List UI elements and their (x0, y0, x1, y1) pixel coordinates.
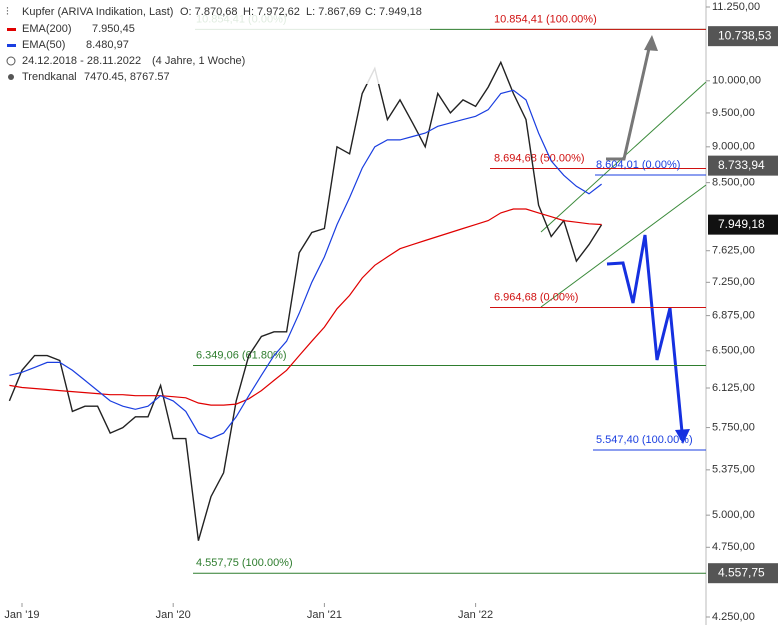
date-range: 24.12.2018 - 28.11.2022 (22, 55, 141, 67)
blue-arrow (606, 234, 690, 444)
y-tick-label: 6.875,00 (712, 310, 755, 322)
price-box (708, 26, 778, 47)
x-tick-label: Jan '22 (458, 609, 493, 621)
level-label: 10.854,41 (100.00%) (494, 13, 597, 25)
ohlc: C: 7.949,18 (365, 6, 422, 18)
level-label: 4.557,75 (100.00%) (196, 557, 293, 569)
y-tick-label: 5.375,00 (712, 464, 755, 476)
plot: 11.250,00 10.000,00 9.500,00 9.000,00 8.500,… (4, 1, 761, 623)
price-label: 7.949,18 (718, 217, 765, 231)
y-tick-label: 8.500,00 (712, 177, 755, 189)
channel-icon (8, 74, 14, 80)
y-tick-label: 6.500,00 (712, 345, 755, 357)
legend-value: 8.480,97 (86, 39, 129, 51)
duration: (4 Jahre, 1 Woche) (152, 55, 245, 67)
y-tick-label: 4.750,00 (712, 541, 755, 553)
level-label: 8.694,68 (50.00%) (494, 152, 585, 164)
y-tick-label: 5.000,00 (712, 509, 755, 521)
ohlc: L: 7.867,69 (306, 6, 361, 18)
x-tick-label: Jan '19 (4, 609, 39, 621)
grey-arrow (606, 35, 658, 161)
header-bg (0, 2, 430, 84)
chart-title: Kupfer (ARIVA Indikation, Last) (22, 6, 173, 18)
legend-swatch (7, 28, 16, 31)
ohlc: H: 7.972,62 (243, 6, 300, 18)
channel-lower (540, 184, 707, 308)
y-tick-label: 11.250,00 (712, 1, 760, 13)
y-tick-label: 7.250,00 (712, 276, 755, 288)
y-tick-label: 6.125,00 (712, 382, 755, 394)
legend-label: EMA(50) (22, 39, 65, 51)
y-tick-label: 7.625,00 (712, 245, 755, 257)
level-label: 6.964,68 (0.00%) (494, 291, 578, 303)
y-tick-label: 10.000,00 (712, 75, 761, 87)
price-box (708, 155, 778, 176)
series-line (9, 208, 602, 406)
level-label: 5.547,40 (100.00%) (596, 434, 693, 446)
level-label: 8.604,01 (0.00%) (596, 159, 680, 171)
legend-swatch (7, 44, 16, 47)
legend-value: 7.950,45 (92, 23, 135, 35)
chart-title-icon: ⫶ (6, 6, 9, 18)
y-tick-label: 4.250,00 (712, 611, 755, 623)
channel-name: Trendkanal (22, 71, 77, 83)
price-box (708, 214, 778, 235)
clock-icon (6, 56, 16, 66)
y-tick-label: 9.500,00 (712, 107, 755, 119)
price-label: 4.557,75 (718, 565, 765, 579)
header: ⫶ Kupfer (ARIVA Indikation, Last) O: 7.8… (0, 2, 430, 84)
price-label: 8.733,94 (718, 158, 765, 172)
y-tick-label: 5.750,00 (712, 421, 755, 433)
series-line (9, 89, 602, 440)
ohlc: O: 7.870,68 (180, 6, 238, 18)
series-line (8, 60, 603, 541)
legend-label: EMA(200) (22, 23, 72, 35)
x-tick-label: Jan '21 (307, 609, 342, 621)
price-box (708, 563, 778, 584)
y-tick-label: 9.000,00 (712, 141, 755, 153)
price-label: 10.738,53 (718, 28, 772, 42)
channel-values: 7470.45, 8767.57 (84, 71, 170, 83)
level-label: 6.349,06 (61.80%) (196, 349, 287, 361)
x-tick-label: Jan '20 (156, 609, 191, 621)
